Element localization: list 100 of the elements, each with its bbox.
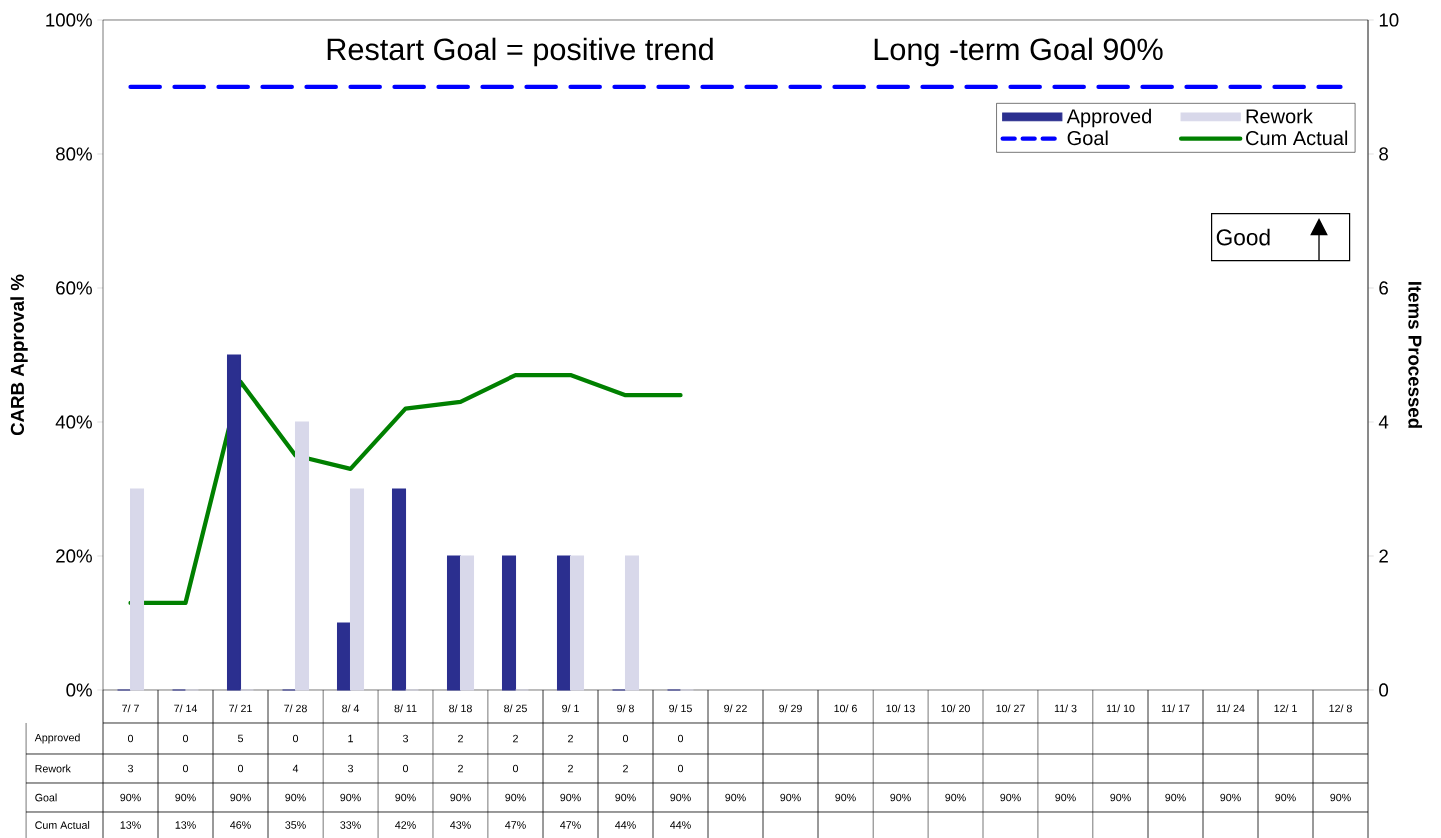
y2-tick-label: 4 bbox=[1378, 415, 1389, 429]
x-tick-label: 8/ 11 bbox=[394, 704, 417, 713]
data-label: 0 bbox=[402, 764, 409, 773]
data-label: 0 bbox=[292, 734, 299, 743]
data-label: 0 bbox=[127, 734, 134, 743]
data-label: 0 bbox=[622, 734, 629, 743]
bar bbox=[446, 555, 462, 691]
x-tick-label: 10/ 13 bbox=[886, 704, 915, 713]
data-label: 0 bbox=[182, 734, 189, 743]
data-label: 2 bbox=[568, 734, 573, 743]
data-label: 47% bbox=[560, 821, 581, 829]
data-label: 4 bbox=[292, 764, 299, 773]
y-tick-label: 40% bbox=[55, 415, 92, 429]
x-tick-label: 10/ 20 bbox=[941, 704, 970, 713]
x-tick-label: 10/ 27 bbox=[996, 704, 1025, 713]
data-label: 90% bbox=[780, 793, 801, 802]
data-label: 90% bbox=[175, 793, 196, 802]
data-label: 90% bbox=[120, 793, 141, 802]
annotation: Good bbox=[1216, 228, 1270, 246]
data-label: 2 bbox=[513, 734, 518, 743]
bar bbox=[459, 555, 475, 691]
data-label: 90% bbox=[1275, 793, 1296, 802]
x-tick-label: 9/ 22 bbox=[724, 704, 747, 713]
data-label: 0 bbox=[237, 764, 244, 773]
y2-tick-label: 10 bbox=[1379, 13, 1399, 27]
x-tick-label: 11/ 24 bbox=[1216, 704, 1245, 713]
y-axis-title: CARB Approval % bbox=[10, 274, 28, 436]
data-label: 90% bbox=[285, 793, 306, 802]
data-label: 90% bbox=[1110, 793, 1131, 802]
data-label: 1 bbox=[348, 734, 353, 743]
x-tick-label: 11/ 3 bbox=[1054, 704, 1077, 713]
data-label: 0 bbox=[677, 764, 684, 773]
y-tick-label: 100% bbox=[46, 13, 92, 27]
data-label: 47% bbox=[505, 821, 526, 829]
x-tick-label: 12/ 1 bbox=[1274, 704, 1297, 713]
data-label: 90% bbox=[450, 793, 471, 802]
data-label: 0 bbox=[182, 764, 189, 773]
y-tick-label: 80% bbox=[56, 147, 92, 161]
y2-tick-label: 2 bbox=[1379, 549, 1388, 563]
data-label: 13% bbox=[120, 821, 141, 829]
data-label: 90% bbox=[1330, 793, 1351, 802]
data-label: 90% bbox=[505, 793, 526, 802]
data-label: 3 bbox=[127, 764, 133, 773]
y2-tick-label: 8 bbox=[1379, 147, 1388, 161]
bar bbox=[501, 555, 517, 691]
data-label: 90% bbox=[560, 793, 581, 802]
x-tick-label: 8/ 18 bbox=[449, 704, 472, 713]
y2-axis-title: Items Processed bbox=[1408, 282, 1423, 428]
x-tick-label: 7/ 21 bbox=[229, 704, 252, 713]
data-label: 90% bbox=[1220, 793, 1241, 802]
bar bbox=[624, 555, 640, 691]
bar bbox=[336, 622, 352, 691]
x-tick-label: 8/ 25 bbox=[504, 704, 527, 713]
data-label: 90% bbox=[1000, 793, 1021, 802]
text: Cum Actual bbox=[35, 821, 90, 829]
data-label: 5 bbox=[237, 734, 244, 743]
bar bbox=[349, 488, 365, 691]
x-tick-label: 11/ 10 bbox=[1106, 704, 1135, 713]
x-tick-label: 9/ 29 bbox=[779, 704, 802, 713]
data-label: 43% bbox=[450, 821, 471, 829]
data-label: 90% bbox=[670, 793, 691, 802]
x-tick-label: 7/ 14 bbox=[174, 704, 198, 713]
data-label: 90% bbox=[230, 793, 251, 802]
data-label: 90% bbox=[340, 793, 361, 802]
bar bbox=[391, 488, 407, 691]
y2-tick-label: 6 bbox=[1379, 281, 1388, 295]
data-label: 42% bbox=[395, 821, 416, 829]
data-label: 2 bbox=[568, 764, 573, 773]
data-label: 0 bbox=[512, 764, 519, 773]
data-label: 44% bbox=[670, 821, 691, 829]
data-label: 90% bbox=[945, 793, 966, 802]
bar bbox=[294, 421, 310, 691]
legend-label: Cum Actual bbox=[1246, 130, 1348, 146]
annotation: Long -term Goal 90% bbox=[874, 37, 1163, 67]
data-label: 3 bbox=[402, 734, 408, 743]
data-label: 90% bbox=[835, 793, 856, 802]
data-label: 90% bbox=[1165, 793, 1186, 802]
y2-tick-label: 0 bbox=[1379, 683, 1389, 697]
x-tick-label: 9/ 15 bbox=[669, 704, 692, 713]
data-label: 90% bbox=[395, 793, 416, 802]
data-label: 90% bbox=[615, 793, 636, 802]
data-label: 3 bbox=[347, 764, 353, 773]
data-label: 90% bbox=[1055, 793, 1076, 802]
x-tick-label: 7/ 28 bbox=[284, 704, 307, 713]
x-tick-label: 8/ 4 bbox=[342, 704, 360, 713]
legend-label: Approved bbox=[1066, 108, 1151, 128]
y-tick-label: 60% bbox=[56, 281, 92, 295]
bar bbox=[129, 488, 145, 691]
legend-label: Rework bbox=[1246, 108, 1313, 124]
data-label: 13% bbox=[175, 821, 196, 829]
bar bbox=[556, 555, 572, 691]
text: Approved bbox=[34, 733, 80, 744]
x-tick-label: 10/ 6 bbox=[834, 704, 857, 713]
x-tick-label: 12/ 8 bbox=[1329, 704, 1352, 713]
bar bbox=[569, 555, 585, 691]
data-label: 2 bbox=[458, 734, 463, 743]
y-tick-label: 0% bbox=[66, 683, 92, 697]
text: Goal bbox=[35, 793, 57, 802]
data-label: 33% bbox=[340, 821, 361, 829]
x-tick-label: 9/ 1 bbox=[562, 704, 579, 713]
